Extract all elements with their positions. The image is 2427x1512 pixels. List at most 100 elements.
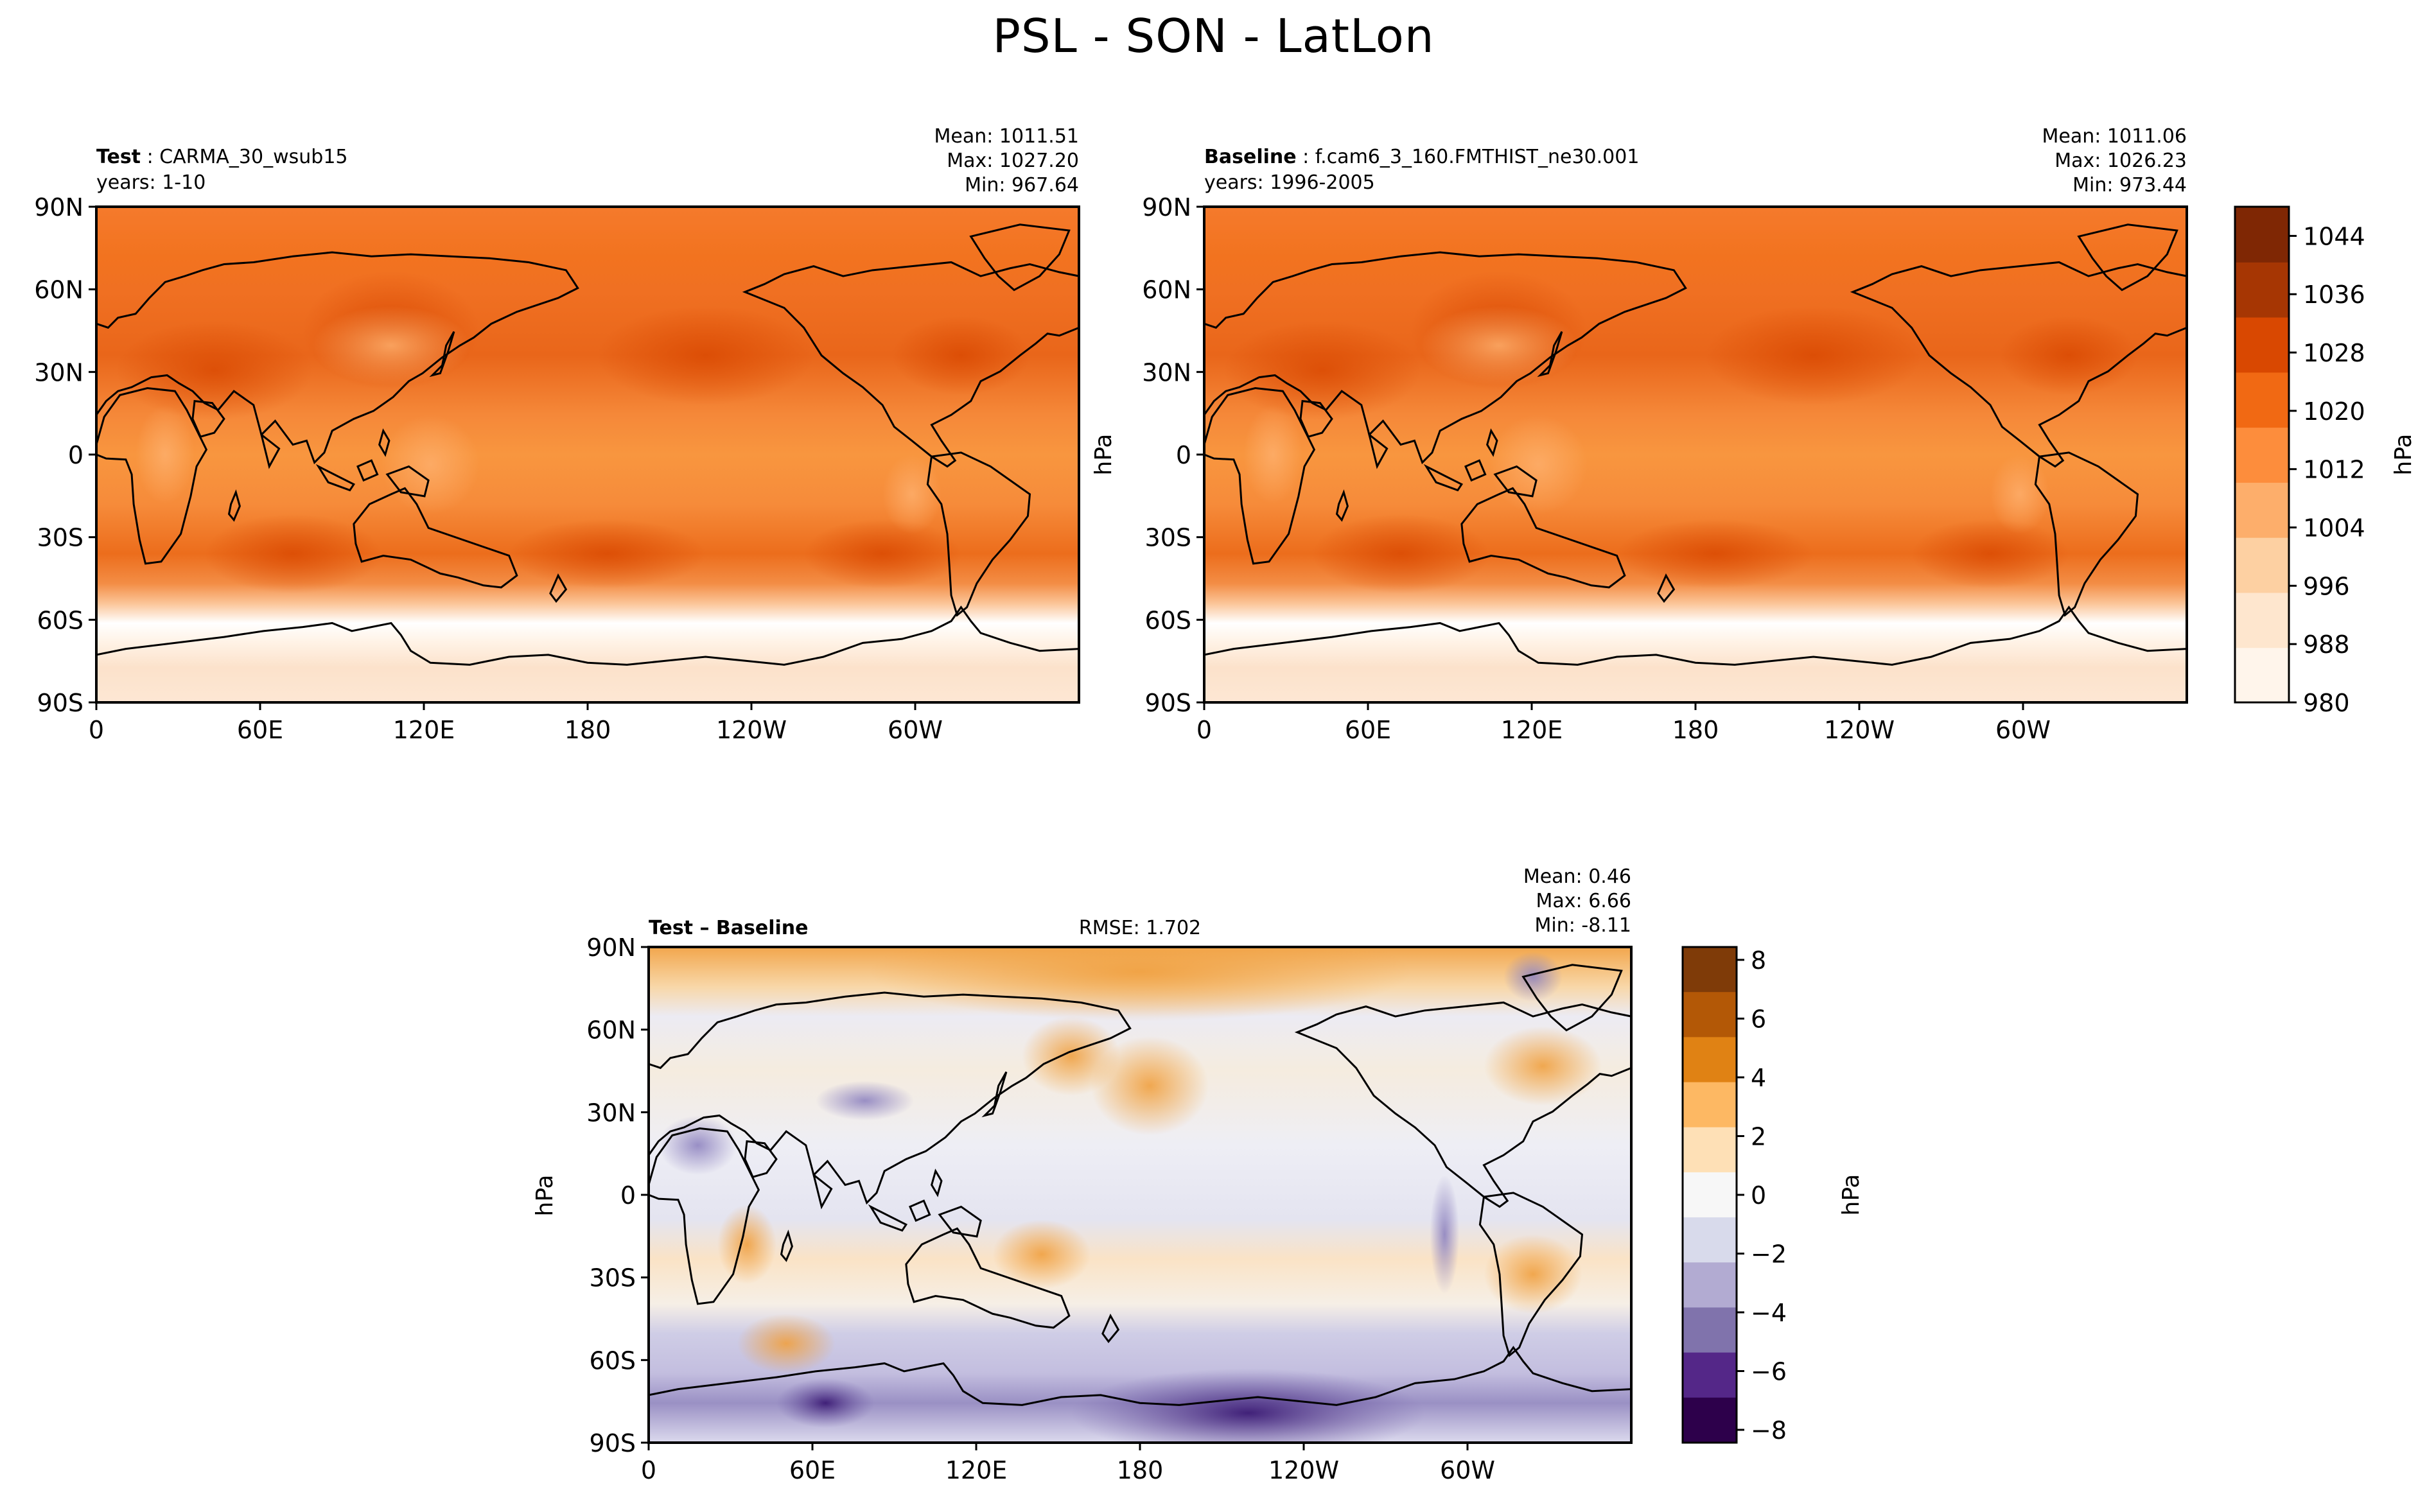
lat-tick-label: 30S [1145, 524, 1191, 552]
lon-tick-label: 180 [565, 716, 611, 744]
lon-tick-label: 120W [1268, 1456, 1339, 1484]
colorbar-swatch [2235, 317, 2289, 373]
positive-anomaly-1 [1091, 1036, 1209, 1136]
colorbar-swatch [2235, 372, 2289, 428]
colorbar-tick-label: 1036 [2303, 281, 2365, 309]
colorbar-swatch [1683, 1037, 1737, 1083]
positive-anomaly-0 [870, 947, 1410, 1021]
lon-tick-label: 0 [1196, 716, 1212, 744]
positive-anomaly-7 [1022, 1016, 1121, 1096]
pressure-low-1 [1489, 415, 1588, 514]
field-baseline [1204, 207, 2187, 702]
colorbar-tick-label: 1044 [2303, 222, 2365, 250]
panel-stat: Max: 6.66 [1536, 890, 1631, 912]
panel-stat: Mean: 0.46 [1523, 865, 1631, 888]
colorbar-tick-label: −6 [1751, 1358, 1787, 1386]
colorbar-tick-label: 8 [1751, 946, 1766, 975]
pressure-high-5 [803, 519, 961, 589]
pressure-low-3 [1990, 455, 2049, 534]
lon-tick-label: 120W [716, 716, 787, 744]
pressure-high-1 [1705, 306, 1922, 405]
panel-years: years: 1-10 [96, 171, 206, 194]
pressure-high-3 [204, 514, 381, 594]
colorbar-swatch [2235, 647, 2289, 703]
pressure-high-5 [1911, 519, 2069, 589]
panel-stat: Max: 1027.20 [947, 150, 1079, 172]
lon-tick-label: 60E [237, 716, 283, 744]
pressure-low-2 [136, 404, 195, 505]
pressure-high-2 [2000, 315, 2138, 395]
pressure-high-2 [892, 315, 1030, 395]
field-background [1204, 207, 2187, 702]
panel-years: years: 1996-2005 [1204, 171, 1375, 194]
panel-label-bold: Test – Baseline [649, 917, 809, 939]
lon-tick-label: 60W [888, 716, 943, 744]
colorbar-tick-label: 1004 [2303, 514, 2365, 543]
negative-anomaly-3 [776, 1378, 875, 1428]
lon-tick-label: 60W [1440, 1456, 1495, 1484]
lat-tick-label: 30N [34, 358, 83, 387]
panel-stat: Mean: 1011.06 [2042, 125, 2187, 148]
lon-tick-label: 120E [1501, 716, 1563, 744]
panel-stat: Min: 967.64 [965, 174, 1079, 196]
colorbar-swatch [1683, 947, 1737, 993]
colorbar-swatch [2235, 592, 2289, 648]
panel-stat: Min: 973.44 [2072, 174, 2187, 196]
colorbar-tick-label: 988 [2303, 630, 2350, 659]
colorbar-tick-label: 6 [1751, 1005, 1766, 1034]
field-test [96, 207, 1079, 702]
lat-tick-label: 90N [34, 193, 83, 222]
negative-anomaly-0 [1071, 1368, 1425, 1443]
y-axis-label: hPa [1091, 434, 1117, 476]
lat-tick-label: 90S [590, 1429, 636, 1457]
lat-tick-label: 60S [37, 606, 83, 634]
panel-label-bold: Test [96, 146, 141, 168]
colorbar-label: hPa [1838, 1174, 1864, 1216]
colorbar-swatch [1683, 1172, 1737, 1219]
panel-label: Test – Baseline [649, 917, 809, 939]
lat-tick-label: 90S [37, 689, 83, 717]
lat-tick-label: 60S [1145, 606, 1191, 634]
colorbar-tick-label: 4 [1751, 1064, 1766, 1092]
colorbar-tick-label: 1012 [2303, 456, 2365, 484]
pressure-low-0 [312, 306, 470, 385]
lon-tick-label: 0 [89, 716, 104, 744]
panel-label-text: : CARMA_30_wsub15 [141, 146, 347, 168]
colorbar-tick-label: −2 [1751, 1240, 1787, 1269]
lon-tick-label: 120E [393, 716, 455, 744]
colorbar-tick-label: −4 [1751, 1299, 1787, 1327]
colorbar-swatch [2235, 261, 2289, 318]
colorbar-swatch [1683, 992, 1737, 1038]
page-title: PSL - SON - LatLon [992, 9, 1435, 63]
lon-tick-label: 60E [1345, 716, 1391, 744]
lat-tick-label: 60N [1142, 276, 1191, 304]
positive-anomaly-2 [1484, 1026, 1602, 1106]
panel-stat: Min: -8.11 [1535, 914, 1632, 937]
lat-tick-label: 60S [590, 1346, 636, 1375]
colorbar-abs: 980 988 996 1004 1012 1020 1028 1036 1044 hPa [2234, 205, 2417, 717]
lon-tick-label: 0 [641, 1456, 656, 1484]
pressure-low-3 [882, 455, 942, 534]
positive-anomaly-4 [992, 1219, 1091, 1289]
lat-tick-label: 30N [586, 1099, 636, 1127]
colorbar-swatch [2235, 427, 2289, 483]
pressure-low-0 [1420, 306, 1578, 385]
colorbar-swatch [1683, 1397, 1737, 1443]
colorbar-tick-label: 2 [1751, 1123, 1766, 1151]
lat-tick-label: 90S [1145, 689, 1191, 717]
colorbar-tick-label: 1020 [2303, 397, 2365, 426]
colorbar-label: hPa [2390, 434, 2417, 476]
panel-rmse: RMSE: 1.702 [1079, 917, 1201, 939]
colorbar-swatch [1683, 1082, 1737, 1128]
colorbar-swatch [1683, 1262, 1737, 1308]
panel-label-text: : f.cam6_3_160.FMTHIST_ne30.001 [1297, 146, 1640, 168]
negative-anomaly-1 [816, 1081, 915, 1121]
colorbar-swatch [1683, 1352, 1737, 1398]
field-background [96, 207, 1079, 702]
lat-tick-label: 60N [34, 276, 83, 304]
colorbar-swatch [1683, 1307, 1737, 1353]
colorbar-diff: 8 6 4 2 0 −2 −4 −6 −8 hPa [1681, 946, 1864, 1445]
